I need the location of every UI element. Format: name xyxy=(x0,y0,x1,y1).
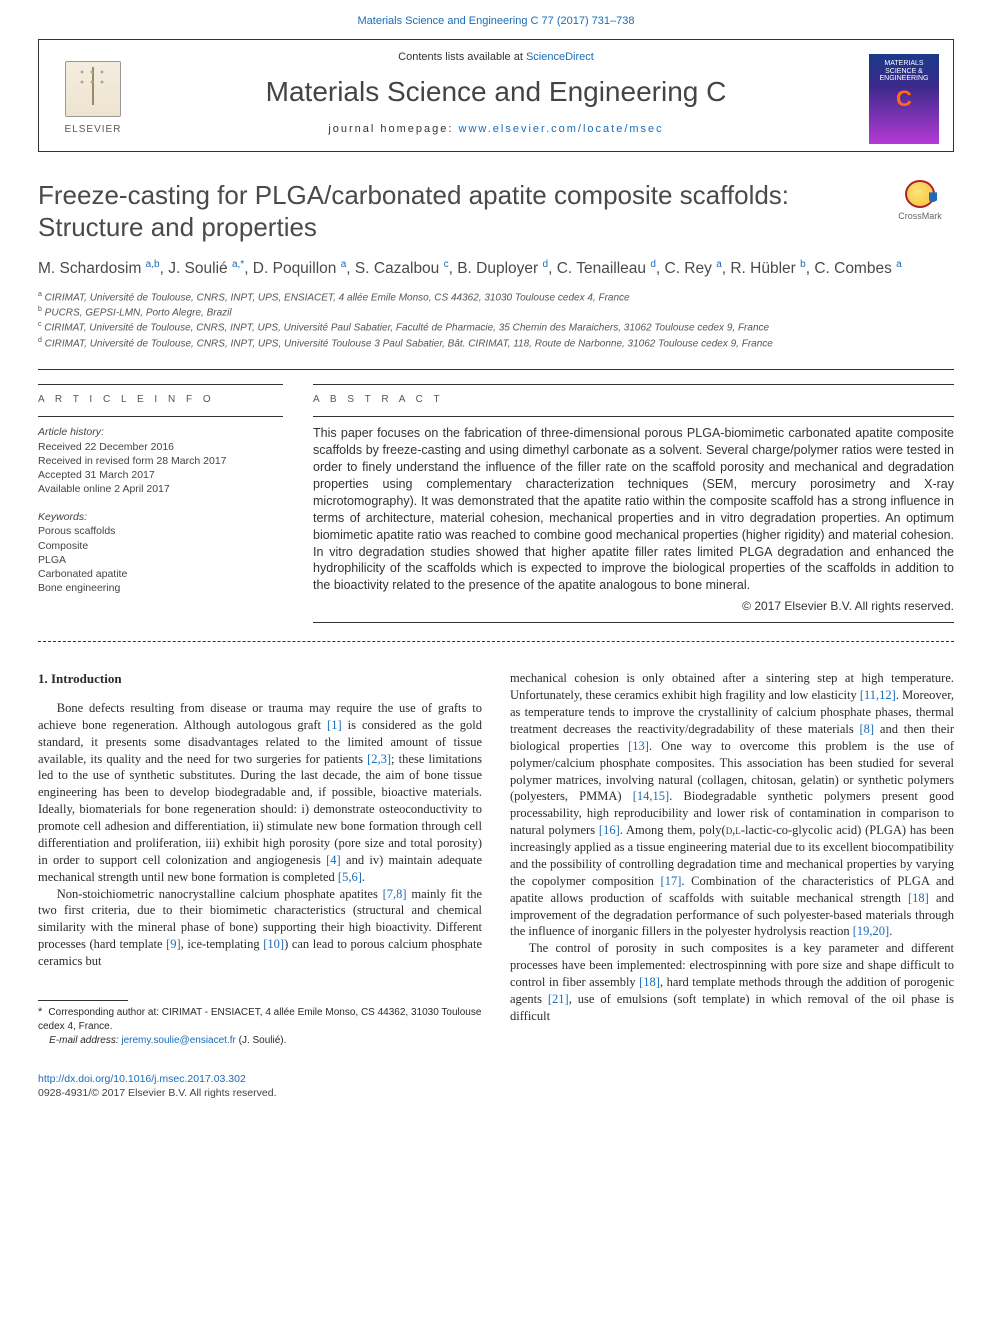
elsevier-word: ELSEVIER xyxy=(65,123,122,137)
keyword: Carbonated apatite xyxy=(38,567,283,581)
corresponding-note: * Corresponding author at: CIRIMAT - ENS… xyxy=(38,1005,482,1048)
keyword: Bone engineering xyxy=(38,581,283,595)
citation-ref[interactable]: [4] xyxy=(326,853,341,867)
top-citation: Materials Science and Engineering C 77 (… xyxy=(0,0,992,39)
abstract-heading: A B S T R A C T xyxy=(313,393,954,407)
article-info-heading: A R T I C L E I N F O xyxy=(38,393,283,407)
abstract-copyright: © 2017 Elsevier B.V. All rights reserved… xyxy=(313,598,954,614)
intro-p1: Bone defects resulting from disease or t… xyxy=(38,700,482,886)
intro-heading: 1. Introduction xyxy=(38,670,482,688)
elsevier-logo: ELSEVIER xyxy=(53,54,133,144)
corr-email-link[interactable]: jeremy.soulie@ensiacet.fr xyxy=(121,1035,235,1046)
journal-cover-thumb: MATERIALS SCIENCE & ENGINEERING C xyxy=(869,54,939,144)
citation-ref[interactable]: [19,20] xyxy=(853,924,889,938)
sciencedirect-link[interactable]: ScienceDirect xyxy=(526,51,594,63)
affiliations: a CIRIMAT, Université de Toulouse, CNRS,… xyxy=(38,290,954,351)
keywords-label: Keywords: xyxy=(38,510,283,524)
section-rule xyxy=(38,369,954,370)
keyword: Porous scaffolds xyxy=(38,524,283,538)
body-columns: 1. Introduction Bone defects resulting f… xyxy=(0,642,992,1048)
citation-ref[interactable]: [11,12] xyxy=(860,688,896,702)
keyword: PLGA xyxy=(38,553,283,567)
history-line: Available online 2 April 2017 xyxy=(38,482,283,496)
history-line: Received in revised form 28 March 2017 xyxy=(38,454,283,468)
homepage-link[interactable]: www.elsevier.com/locate/msec xyxy=(459,123,664,135)
citation-ref[interactable]: [1] xyxy=(327,718,342,732)
citation-ref[interactable]: [21] xyxy=(548,992,569,1006)
authors-list: M. Schardosim a,b, J. Soulié a,*, D. Poq… xyxy=(38,258,954,280)
journal-header: ELSEVIER MATERIALS SCIENCE & ENGINEERING… xyxy=(38,39,954,152)
homepage-line: journal homepage: www.elsevier.com/locat… xyxy=(39,122,953,151)
intro-p2: Non-stoichiometric nanocrystalline calci… xyxy=(38,886,482,970)
citation-ref[interactable]: [10] xyxy=(263,937,284,951)
top-citation-text[interactable]: Materials Science and Engineering C 77 (… xyxy=(357,15,634,27)
citation-ref[interactable]: [7,8] xyxy=(383,887,407,901)
abstract-column: A B S T R A C T This paper focuses on th… xyxy=(313,384,954,623)
history-label: Article history: xyxy=(38,425,283,439)
history-line: Accepted 31 March 2017 xyxy=(38,468,283,482)
citation-ref[interactable]: [8] xyxy=(860,722,875,736)
citation-ref[interactable]: [9] xyxy=(166,937,181,951)
article-info-column: A R T I C L E I N F O Article history: R… xyxy=(38,384,283,623)
left-column: 1. Introduction Bone defects resulting f… xyxy=(38,670,482,1048)
intro-p3: mechanical cohesion is only obtained aft… xyxy=(510,670,954,940)
history-line: Received 22 December 2016 xyxy=(38,440,283,454)
citation-ref[interactable]: [17] xyxy=(661,874,682,888)
citation-ref[interactable]: [18] xyxy=(908,891,929,905)
elsevier-tree-icon xyxy=(65,61,121,117)
citation-ref[interactable]: [2,3] xyxy=(367,752,391,766)
footnote-rule xyxy=(38,1000,128,1001)
abstract-text: This paper focuses on the fabrication of… xyxy=(313,425,954,594)
page-footer: http://dx.doi.org/10.1016/j.msec.2017.03… xyxy=(0,1048,992,1120)
citation-ref[interactable]: [13] xyxy=(628,739,649,753)
citation-ref[interactable]: [14,15] xyxy=(633,789,669,803)
citation-ref[interactable]: [5,6] xyxy=(338,870,362,884)
intro-p4: The control of porosity in such composit… xyxy=(510,940,954,1024)
citation-ref[interactable]: [16] xyxy=(599,823,620,837)
keyword: Composite xyxy=(38,539,283,553)
issn-line: 0928-4931/© 2017 Elsevier B.V. All right… xyxy=(38,1087,277,1099)
crossmark-icon xyxy=(905,180,935,208)
right-column: mechanical cohesion is only obtained aft… xyxy=(510,670,954,1048)
citation-ref[interactable]: [18] xyxy=(639,975,660,989)
crossmark-badge[interactable]: CrossMark xyxy=(886,180,954,222)
contents-line: Contents lists available at ScienceDirec… xyxy=(39,40,953,69)
journal-title: Materials Science and Engineering C xyxy=(39,69,953,123)
doi-link[interactable]: http://dx.doi.org/10.1016/j.msec.2017.03… xyxy=(38,1073,246,1085)
article-title: Freeze-casting for PLGA/carbonated apati… xyxy=(38,180,838,243)
